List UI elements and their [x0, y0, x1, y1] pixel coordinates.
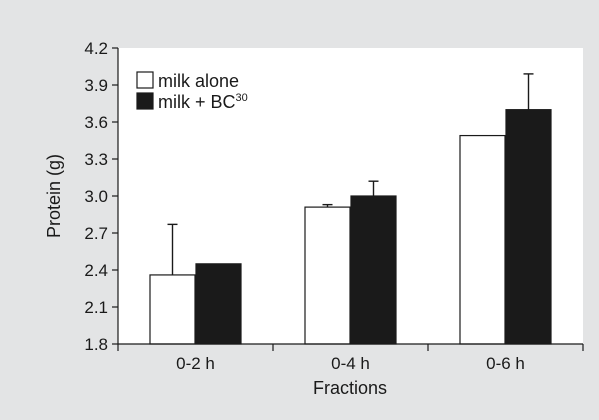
x-tick-label: 0-6 h: [486, 354, 525, 373]
y-axis-title: Protein (g): [44, 154, 64, 238]
legend-swatch-milk-alone: [136, 71, 154, 89]
y-tick-label: 3.3: [84, 150, 108, 169]
x-axis-title: Fractions: [313, 378, 387, 398]
x-tick-label: 0-4 h: [331, 354, 370, 373]
legend-label-milk-bc30-sup: 30: [236, 92, 248, 104]
y-tick-label: 4.2: [84, 39, 108, 58]
y-tick-label: 3.9: [84, 76, 108, 95]
y-tick-label: 1.8: [84, 335, 108, 354]
legend-swatch-milk-bc30: [136, 92, 154, 110]
legend: milk alone milk + BC30: [136, 71, 248, 112]
bar-milk-alone: [459, 134, 506, 345]
bar-milk-bc30: [195, 263, 242, 345]
bar-milk-bc30: [505, 109, 552, 345]
y-tick-label: 2.1: [84, 298, 108, 317]
y-tick-label: 2.4: [84, 261, 108, 280]
bar-milk-alone: [304, 206, 351, 345]
y-tick-label: 3.0: [84, 187, 108, 206]
y-tick-label: 2.7: [84, 224, 108, 243]
legend-label-milk-bc30-main: milk + BC: [158, 92, 236, 112]
legend-label-milk-alone: milk alone: [158, 71, 239, 91]
legend-label-milk-bc30: milk + BC30: [158, 92, 248, 112]
y-tick-label: 3.6: [84, 113, 108, 132]
x-tick-label: 0-2 h: [176, 354, 215, 373]
bar-milk-alone: [149, 274, 196, 345]
bar-milk-bc30: [350, 195, 397, 345]
